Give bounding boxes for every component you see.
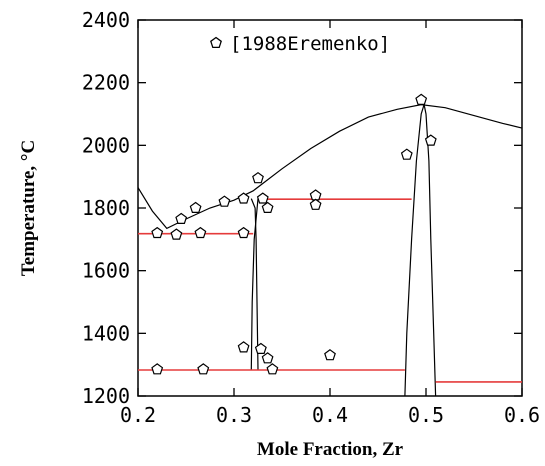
- data-point-15: [424, 134, 437, 146]
- data-markers: [151, 93, 437, 375]
- data-point-13: [400, 148, 413, 160]
- data-point-16: [151, 363, 164, 375]
- data-point-8: [252, 171, 264, 184]
- data-point-9: [256, 192, 269, 204]
- data-point-22: [324, 349, 336, 361]
- y-tick-label: 1200: [82, 384, 130, 408]
- x-axis-title: Mole Fraction, Zr: [257, 439, 404, 460]
- y-tick-label: 2400: [82, 8, 130, 32]
- data-point-17: [197, 363, 210, 375]
- data-point-10: [261, 201, 274, 213]
- data-point-19: [254, 342, 267, 354]
- data-point-14: [415, 93, 428, 105]
- phase-boundary-line-3: [404, 104, 425, 397]
- data-point-3: [194, 226, 207, 239]
- phase-boundary-line-1: [250, 198, 259, 371]
- y-tick-label: 1600: [82, 259, 130, 283]
- x-tick-label: 0.3: [216, 403, 252, 427]
- x-tick-label: 0.6: [504, 403, 540, 427]
- x-tick-label: 0.5: [408, 403, 444, 427]
- data-point-0: [151, 226, 164, 239]
- data-point-1: [170, 228, 183, 240]
- y-axis-ticks: 1200 1400 1600 1800 2000 2200 2400: [82, 8, 522, 408]
- data-point-20: [261, 352, 274, 364]
- y-tick-label: 2000: [82, 133, 130, 157]
- data-point-7: [237, 226, 250, 239]
- data-point-11: [309, 189, 322, 201]
- x-tick-label: 0.2: [120, 403, 156, 427]
- data-point-6: [237, 192, 250, 204]
- data-point-2: [175, 212, 188, 224]
- data-point-21: [266, 363, 279, 375]
- legend-marker-pentagon-icon: [210, 36, 222, 49]
- data-point-12: [309, 198, 322, 210]
- y-axis-title: Temperature, °C: [18, 140, 39, 276]
- x-axis-ticks: 0.2 0.3 0.4 0.5 0.6: [120, 20, 540, 427]
- y-tick-label: 1800: [82, 196, 130, 220]
- phase-boundary-line-4: [423, 104, 437, 397]
- y-tick-label: 1400: [82, 321, 130, 345]
- data-point-5: [218, 195, 231, 207]
- data-point-4: [189, 201, 202, 213]
- y-tick-label: 2200: [82, 71, 130, 95]
- legend: [1988Eremenko]: [210, 33, 390, 55]
- x-tick-label: 0.4: [312, 403, 348, 427]
- legend-entry-label: [1988Eremenko]: [230, 33, 390, 55]
- data-point-18: [237, 341, 250, 353]
